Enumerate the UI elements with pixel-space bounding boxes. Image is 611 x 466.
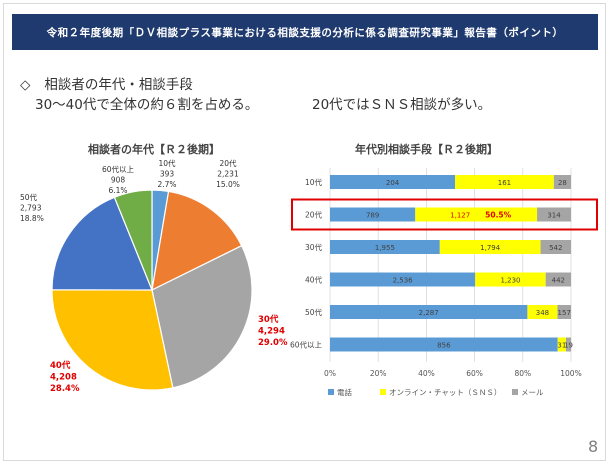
bar-label-4-2: 157 [558,309,571,317]
pie-slice-5 [113,189,153,291]
bar-label-1-0: 789 [366,212,379,220]
pie-label-1-2: 15.0% [216,180,240,189]
bar-label-4-0: 2,287 [419,309,439,317]
category-label-3: 40代 [305,275,323,285]
bar-label-2-1: 1,794 [480,244,501,252]
summary-heading: ◇ 相談者の年代・相談手段 [20,73,193,93]
x-tick-0: 0% [324,369,336,378]
bar-label-5-1: 31 [557,342,566,350]
pie-slice-4 [51,196,153,291]
bar-label-0-1: 161 [498,179,511,187]
pie-label-3-1: 4,208 [50,373,77,383]
pie-label-4-2: 18.8% [20,214,44,223]
bar-segment-3-0 [330,272,476,287]
legend-label-1: オンライン・チャット（ＳＮＳ） [389,388,501,397]
bar-label-0-2: 28 [558,179,567,187]
pie-label-1-1: 2,231 [217,170,239,179]
bar-label-1-2: 314 [547,212,561,220]
bar-segment-0-0 [330,175,456,189]
pie-label-5-2: 6.1% [108,186,127,195]
x-tick-1: 20% [370,369,387,378]
bar-label-2-2: 542 [549,244,562,252]
legend-label-0: 電話 [337,387,352,397]
bar-label-3-1: 1,230 [500,277,520,285]
x-tick-5: 100% [560,369,581,378]
bar-chart-title: 年代別相談手段【Ｒ２後期】 [355,143,498,156]
bar-label-3-0: 2,536 [393,277,414,285]
bar-segment-4-2 [557,305,571,319]
x-tick-3: 60% [466,369,483,378]
summary-heading-text: 相談者の年代・相談手段 [44,77,193,93]
bar-segment-2-1 [439,240,541,254]
category-label-2: 30代 [305,242,323,252]
pie-label-4-1: 2,793 [20,204,42,213]
highlight-box [291,198,598,231]
legend-swatch-0 [328,389,334,395]
pie-chart-title: 相談者の年代【Ｒ２後期】 [88,143,220,156]
bar-segment-3-2 [545,272,571,287]
bar-segment-4-1 [527,305,558,319]
pie-label-2-1: 4,294 [258,327,285,337]
diamond-bullet-icon: ◇ [20,77,31,93]
slide-title: 令和２年度後期「ＤＶ相談プラス事業における相談支援の分析に係る調査研究事業」報告… [12,14,598,50]
pie-label-3-0: 40代 [50,360,71,371]
bar-segment-5-2 [565,337,571,352]
bar-label-2-0: 1,955 [375,244,395,252]
category-label-1: 20代 [305,210,323,220]
legend-swatch-2 [512,389,518,395]
category-label-0: 10代 [305,177,323,187]
bar-segment-4-0 [330,305,528,319]
bar-label-3-2: 442 [552,277,565,285]
legend-swatch-1 [380,389,386,395]
channel-bar-chart: 0% 20% 40% 60% 80% 100% 10代 204 161 28 20代 789 1,127… [290,168,598,397]
bar-segment-1-2 [537,207,571,222]
bar-segment-2-0 [330,240,440,254]
summary-line-2: 20代ではＳＮＳ相談が多い。 [312,97,492,113]
bar-segment-0-2 [553,175,571,189]
bar-segment-3-1 [475,272,546,287]
bar-segment-1-0 [330,207,416,222]
summary-line-1: 30～40代で全体の約６割を占める。 [35,97,259,113]
pie-label-3-2: 28.4% [50,384,80,394]
pie-label-5-1: 908 [111,176,126,185]
pie-label-2-2: 29.0% [258,338,288,348]
page-number: 8 [588,437,599,456]
pie-slice-1 [151,190,243,292]
bar-label-1-1: 1,127 [450,212,470,220]
pie-label-4-0: 50代 [20,192,38,202]
pie-label-0-2: 2.7% [157,180,176,189]
pie-slice-3 [51,289,174,391]
category-label-5: 60代以上 [290,340,323,350]
legend-label-2: メール [521,388,544,397]
bar-label-0-0: 204 [386,179,400,187]
bar-segment-5-0 [330,337,558,352]
pie-label-2-0: 30代 [258,314,279,325]
pie-label-1-0: 20代 [219,158,237,168]
bar-segment-2-2 [540,240,571,254]
bar-segment-1-1 [415,207,538,222]
category-label-4: 50代 [305,307,323,317]
highlight-annotation: 50.5% [485,211,512,220]
pie-label-0-0: 10代 [158,158,176,168]
x-tick-2: 40% [418,369,435,378]
bar-segment-5-1 [557,337,566,352]
bar-label-5-0: 856 [437,342,451,350]
x-tick-4: 80% [514,369,531,378]
pie-slice-2 [151,244,253,389]
slide-frame [3,3,606,461]
bar-segment-0-1 [455,175,554,189]
bar-label-5-2: 19 [564,342,573,350]
bar-label-4-1: 348 [536,309,549,317]
pie-label-0-1: 393 [160,170,175,179]
pie-label-5-0: 60代以上 [102,164,135,174]
